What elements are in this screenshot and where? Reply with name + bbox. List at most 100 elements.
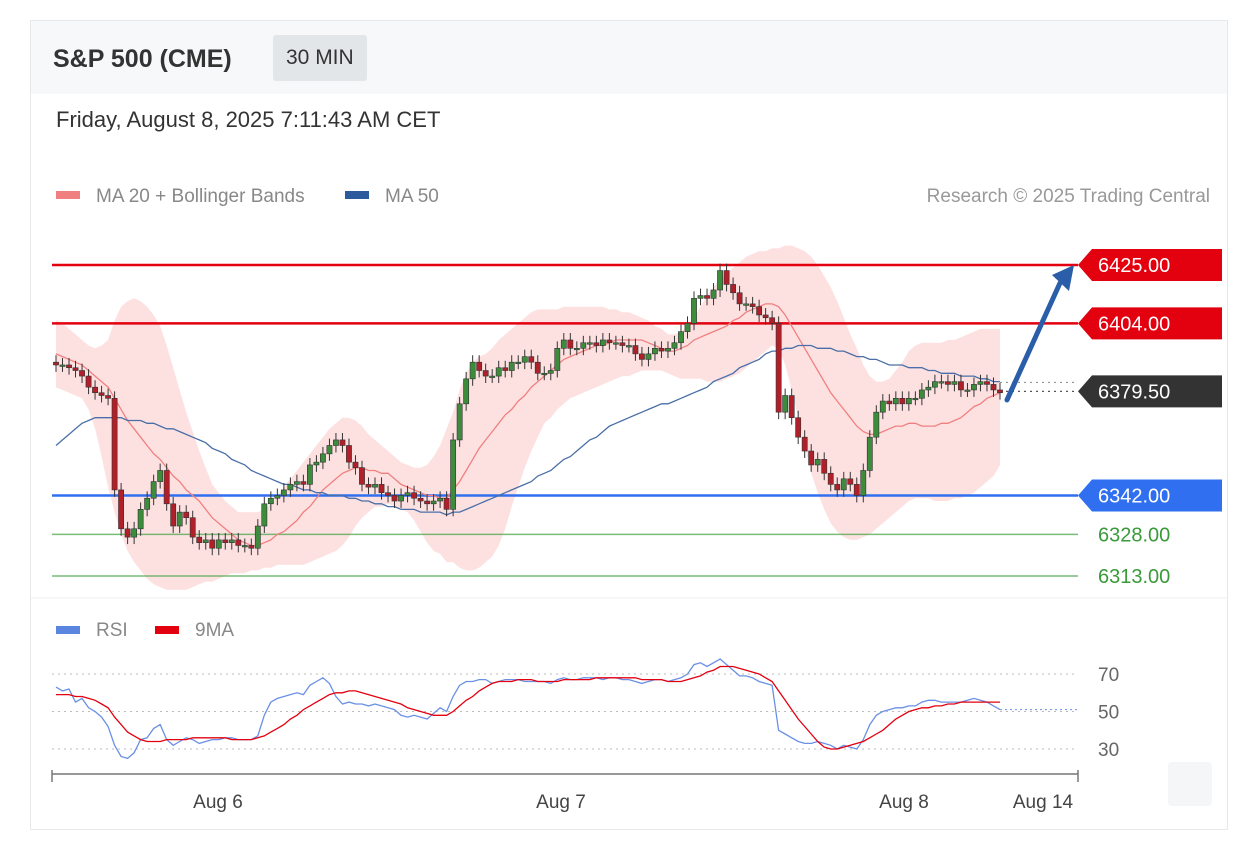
candle-body	[652, 348, 658, 355]
ma20-line	[55, 303, 1001, 547]
candle-body	[261, 503, 268, 527]
candle-body	[196, 536, 203, 543]
candle-body	[632, 345, 639, 355]
candle-body	[984, 381, 990, 385]
candle-body	[717, 270, 723, 291]
candle-body	[385, 492, 391, 496]
level-label: 6425.00	[1098, 255, 1170, 277]
candle-body	[658, 348, 665, 352]
scroll-to-top-button	[1168, 762, 1212, 806]
candle-body	[997, 389, 1003, 394]
candle-body	[111, 397, 118, 491]
candle-body	[639, 353, 645, 360]
candle-body	[912, 397, 919, 401]
candle-body	[879, 400, 886, 413]
candle-body	[541, 372, 548, 376]
candle-body	[463, 378, 470, 405]
candle-body	[931, 381, 938, 388]
interval-button[interactable]: 30 MIN	[273, 35, 367, 81]
candle-body	[66, 364, 72, 369]
level-label: 6328.00	[1098, 524, 1170, 546]
candles-group	[53, 263, 1003, 556]
x-tick-label: Aug 8	[879, 792, 929, 813]
candle-body	[456, 403, 463, 441]
candle-body	[150, 481, 157, 499]
candle-body	[736, 292, 743, 305]
candle-body	[53, 361, 59, 366]
candle-body	[573, 348, 580, 351]
chart-card: S&P 500 (CME) 30 MIN Friday, August 8, 2…	[30, 20, 1228, 830]
rsi-level-label: 30	[1098, 740, 1119, 761]
rsi-line	[55, 658, 1001, 760]
candle-body	[92, 386, 98, 394]
rsi-legend-label: RSI	[96, 620, 128, 641]
candle-body	[235, 539, 242, 546]
candle-body	[333, 439, 339, 446]
candle-body	[990, 384, 997, 391]
bollinger-band-area	[56, 245, 1000, 590]
candle-body	[586, 342, 593, 345]
forecast-arrow-head	[1052, 265, 1074, 291]
candle-body	[801, 436, 808, 452]
chart-header: S&P 500 (CME) 30 MIN	[31, 21, 1227, 94]
candle-body	[280, 489, 287, 496]
level-label: 6404.00	[1098, 313, 1170, 335]
legend-label: MA 20 + Bollinger Bands	[96, 186, 305, 207]
legend-swatch	[56, 191, 80, 199]
candle-body	[346, 445, 352, 463]
candle-body	[313, 461, 320, 466]
rsi-legend-swatch	[56, 626, 80, 634]
candle-body	[866, 436, 873, 471]
candle-body	[326, 445, 333, 455]
candle-body	[59, 364, 66, 367]
candle-body	[782, 395, 789, 413]
rsi-level-label: 50	[1098, 703, 1119, 724]
candle-body	[684, 323, 691, 332]
candle-body	[593, 342, 600, 346]
candle-body	[678, 331, 684, 344]
candle-body	[437, 497, 444, 502]
candle-body	[840, 478, 847, 491]
candle-body	[619, 342, 626, 346]
candle-body	[307, 464, 313, 485]
candle-body	[267, 497, 274, 505]
candle-body	[137, 509, 144, 530]
candle-body	[359, 467, 365, 485]
candle-body	[892, 397, 899, 405]
candle-body	[769, 317, 776, 324]
candle-body	[697, 295, 704, 299]
x-tick-label: Aug 6	[193, 792, 243, 813]
candle-body	[287, 484, 294, 491]
candle-body	[495, 367, 502, 377]
candle-body	[905, 397, 912, 405]
candle-body	[189, 517, 196, 538]
candle-body	[821, 459, 828, 474]
candle-body	[131, 528, 138, 538]
candle-body	[170, 503, 177, 527]
candle-body	[795, 417, 802, 438]
candle-body	[430, 500, 437, 505]
candle-body	[847, 478, 854, 485]
candle-body	[951, 381, 958, 385]
candle-body	[958, 381, 964, 391]
copyright-text: Research © 2025 Trading Central	[927, 186, 1210, 207]
rsi-9ma-line	[56, 665, 1000, 750]
candle-body	[339, 439, 346, 446]
candle-body	[489, 375, 496, 378]
candle-body	[599, 339, 606, 346]
candle-body	[209, 539, 216, 549]
candle-body	[469, 361, 476, 380]
candle-body	[671, 342, 678, 349]
candle-body	[964, 389, 971, 392]
candle-body	[274, 495, 281, 499]
candle-body	[860, 470, 867, 496]
candle-body	[411, 492, 417, 499]
candle-body	[853, 484, 860, 496]
candle-body	[183, 511, 190, 518]
candle-body	[157, 470, 164, 482]
candle-body	[508, 361, 515, 371]
candle-body	[918, 389, 925, 399]
candle-body	[977, 381, 984, 385]
candle-body	[775, 323, 782, 413]
legend-label: MA 50	[385, 186, 439, 207]
